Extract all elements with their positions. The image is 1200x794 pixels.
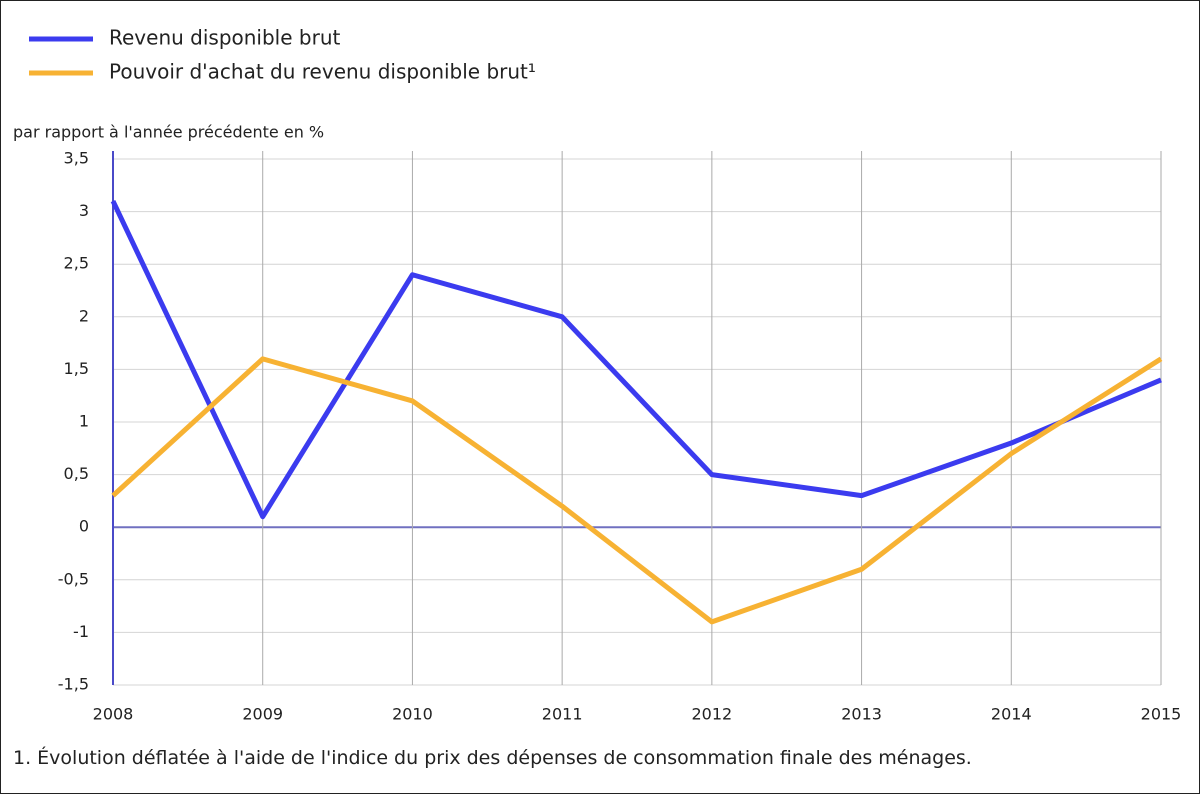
legend-label: Revenu disponible brut [109,26,340,50]
x-tick-label: 2013 [841,705,882,724]
legend-label: Pouvoir d'achat du revenu disponible bru… [109,60,536,84]
y-tick-label: 0,5 [64,464,89,483]
chart: par rapport à l'année précédente en % 3,… [13,26,1182,724]
x-tick-label: 2014 [991,705,1032,724]
y-axis-label: par rapport à l'année précédente en % [13,123,324,142]
y-tick-label: -0,5 [58,569,89,588]
y-tick-label: 1,5 [64,359,89,378]
y-tick-label: -1,5 [58,675,89,694]
x-tick-label: 2012 [691,705,732,724]
x-tick-label: 2015 [1141,705,1182,724]
x-tick-label: 2009 [242,705,283,724]
x-tick-label: 2011 [542,705,583,724]
y-tick-label: 3 [79,201,89,220]
x-tick-label: 2010 [392,705,433,724]
series-line [111,356,1163,625]
x-tick-label: 2008 [93,705,134,724]
y-tick-label: 2,5 [64,254,89,273]
footnote: 1. Évolution déflatée à l'aide de l'indi… [13,747,972,769]
y-tick-label: 1 [79,412,89,431]
y-tick-label: 0 [79,517,89,536]
y-tick-label: -1 [73,622,89,641]
y-tick-label: 3,5 [64,149,89,168]
series-line [110,200,1162,520]
y-tick-label: 2 [79,306,89,325]
